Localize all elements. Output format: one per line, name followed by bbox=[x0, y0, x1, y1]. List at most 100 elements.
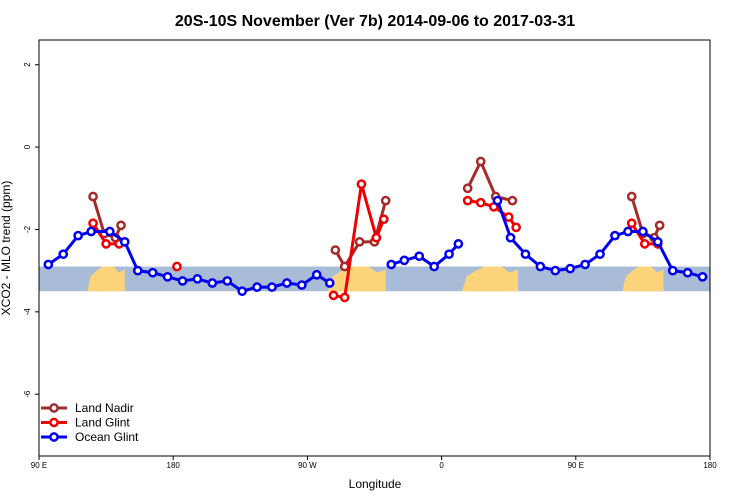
land-glint-point bbox=[462, 195, 473, 206]
ocean-glint-point bbox=[667, 265, 678, 276]
land-nadir-point bbox=[475, 156, 486, 167]
legend-item-land-glint: Land Glint bbox=[41, 416, 130, 430]
ocean-glint-point bbox=[324, 278, 335, 288]
legend-item-land-nadir: Land Nadir bbox=[41, 401, 134, 415]
land-glint-point bbox=[88, 218, 98, 229]
ocean-glint-point bbox=[177, 276, 188, 286]
land-nadir-point bbox=[88, 191, 98, 202]
land-nadir-point bbox=[507, 195, 518, 206]
ocean-glint-point bbox=[282, 278, 292, 288]
land-nadir-point bbox=[654, 220, 665, 231]
land-band-3 bbox=[622, 266, 664, 292]
legend-label: Land Nadir bbox=[75, 401, 134, 415]
ocean-glint-point bbox=[550, 265, 561, 276]
y-axis-title: XCO2 - MLO trend (ppm) bbox=[0, 181, 13, 316]
ocean-glint-point bbox=[444, 249, 454, 260]
land-nadir-point bbox=[380, 195, 391, 206]
x-axis-title: Longitude bbox=[349, 477, 402, 491]
y-tick-label: 0 bbox=[23, 144, 32, 149]
y-tick-label: -4 bbox=[23, 308, 32, 316]
land-band-2 bbox=[462, 266, 519, 292]
ocean-glint-point bbox=[399, 255, 410, 266]
x-tick-label: 90 E bbox=[31, 461, 47, 470]
ocean-glint-point bbox=[58, 249, 69, 260]
land-glint-point bbox=[475, 197, 486, 208]
land-glint-point bbox=[639, 239, 650, 249]
land-glint-point bbox=[172, 261, 182, 272]
land-nadir-point bbox=[354, 236, 365, 247]
ocean-glint-point bbox=[429, 261, 439, 272]
x-axis: 90 E 180 90 W 0 90 E 180 bbox=[31, 456, 717, 470]
ocean-glint-point bbox=[207, 278, 218, 288]
land-glint-point bbox=[511, 222, 522, 233]
ocean-glint-point bbox=[296, 280, 307, 290]
ocean-glint-point bbox=[252, 282, 262, 292]
ocean-glint-point bbox=[192, 274, 203, 284]
ocean-glint-point bbox=[132, 265, 143, 276]
land-nadir-point bbox=[462, 183, 473, 194]
land-glint-point bbox=[339, 292, 350, 303]
ocean-glint-point bbox=[580, 259, 590, 270]
ocean-glint-point bbox=[610, 230, 620, 241]
x-tick-label: 180 bbox=[703, 461, 717, 470]
land-nadir-line-2 bbox=[466, 160, 513, 203]
ocean-glint-point bbox=[595, 249, 605, 260]
ocean-glint-point bbox=[386, 259, 397, 270]
ocean-glint-point bbox=[638, 226, 648, 237]
ocean-glint-point bbox=[623, 226, 633, 237]
ocean-glint-point bbox=[162, 271, 173, 282]
ocean-glint-point bbox=[652, 236, 663, 247]
land-nadir-point bbox=[626, 191, 637, 202]
x-tick-label: 90 W bbox=[298, 461, 317, 470]
legend-marker bbox=[49, 432, 59, 442]
plot-frame bbox=[38, 39, 711, 457]
ocean-glint-point bbox=[119, 236, 130, 247]
ocean-glint-point bbox=[237, 286, 248, 297]
ocean-glint-point bbox=[73, 230, 83, 241]
x-tick-label: 180 bbox=[167, 461, 181, 470]
y-tick-label: -2 bbox=[23, 225, 32, 233]
ocean-glint-point bbox=[222, 276, 233, 286]
legend-label: Ocean Glint bbox=[75, 430, 139, 444]
ocean-glint-point bbox=[565, 263, 576, 274]
legend-item-ocean-glint: Ocean Glint bbox=[41, 430, 139, 444]
land-glint-point bbox=[626, 218, 637, 229]
land-glint-point bbox=[328, 290, 339, 301]
series-layer bbox=[43, 156, 708, 303]
land-glint-point bbox=[356, 179, 367, 190]
ocean-glint-point bbox=[267, 282, 277, 292]
ocean-glint-line-2 bbox=[496, 200, 703, 279]
ocean-glint-point bbox=[453, 239, 464, 249]
ocean-glint-point bbox=[697, 271, 708, 282]
legend-marker bbox=[49, 417, 59, 428]
legend-marker bbox=[49, 403, 59, 413]
land-band-1 bbox=[327, 266, 386, 292]
ocean-glint-point bbox=[535, 261, 546, 272]
land-band-0 bbox=[87, 266, 125, 292]
y-tick-label: 2 bbox=[23, 62, 32, 67]
y-tick-label: -6 bbox=[23, 390, 32, 398]
ocean-glint-point bbox=[311, 269, 322, 280]
ocean-glint-point bbox=[104, 226, 115, 237]
series-ocean-glint bbox=[43, 195, 708, 297]
land-glint-point bbox=[371, 232, 382, 243]
x-tick-label: 0 bbox=[439, 461, 444, 470]
land-glint-point bbox=[503, 212, 514, 222]
ocean-glint-point bbox=[414, 251, 425, 262]
land-nadir-point bbox=[339, 261, 350, 272]
land-nadir-point bbox=[116, 220, 126, 231]
ocean-glint-point bbox=[86, 226, 97, 237]
ocean-glint-point bbox=[43, 259, 54, 270]
series-land-nadir bbox=[88, 156, 665, 272]
ocean-glint-point bbox=[147, 267, 158, 278]
ocean-glint-point bbox=[682, 267, 693, 278]
ocean-glint-point bbox=[520, 249, 531, 260]
land-glint-point bbox=[101, 239, 111, 249]
chart-title: 20S-10S November (Ver 7b) 2014-09-06 to … bbox=[175, 13, 575, 30]
y-axis: 2 0 -2 -4 -6 bbox=[23, 62, 39, 398]
ocean-glint-point bbox=[492, 195, 503, 206]
ocean-glint-point bbox=[505, 232, 516, 243]
land-nadir-point bbox=[330, 245, 341, 255]
